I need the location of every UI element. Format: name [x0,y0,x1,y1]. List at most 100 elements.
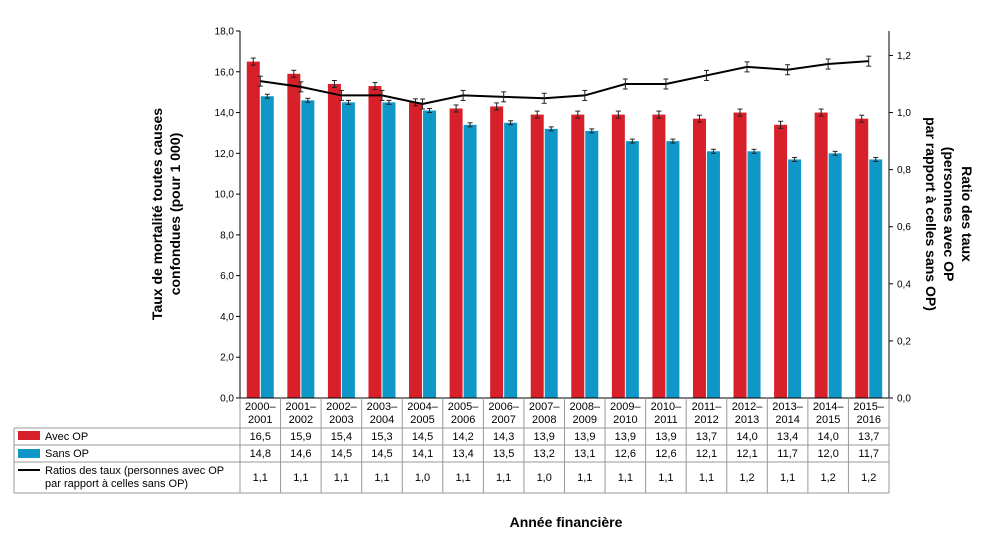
bar-sans-op [869,159,883,398]
x-tick-label: 2016 [856,414,880,426]
table-value: 1,1 [374,472,389,484]
ratio-line [260,60,869,106]
bar-avec-op [246,61,260,398]
legend-swatch-sans-op [18,449,40,458]
x-tick-label: 2010– [651,401,682,413]
x-tick-label: 2013 [735,414,759,426]
bar-avec-op [327,84,341,398]
bar-avec-op [855,118,869,398]
table-value: 13,7 [858,431,879,443]
table-value: 1,2 [821,472,836,484]
y2-axis-title-line: Ratio des taux [959,166,975,262]
bar-avec-op [368,86,382,399]
y2-tick-label: 1,2 [897,51,911,62]
x-tick-label: 2002 [289,414,313,426]
x-tick-label: 2011 [654,414,678,426]
table-value: 1,2 [739,472,754,484]
x-tick-label: 2014 [775,414,799,426]
bar-sans-op [260,96,274,398]
x-tick-label: 2004 [370,414,394,426]
x-tick-label: 2004– [407,401,438,413]
bar-sans-op [423,110,437,399]
y2-axis-title-line: par rapport à celles sans OP) [923,117,939,311]
x-tick-label: 2001 [248,414,272,426]
x-tick-label: 2005 [410,414,434,426]
table-value: 15,3 [371,431,392,443]
x-tick-label: 2012– [732,401,763,413]
legend-label-sans-op: Sans OP [45,448,89,460]
legend-swatch-avec-op [18,431,40,440]
bar-avec-op [287,73,301,399]
table-value: 13,9 [615,431,636,443]
x-tick-label: 2013– [772,401,803,413]
y-tick-label: 0,0 [220,394,234,405]
y-axis-title-line: confondues (pour 1 000) [167,133,183,296]
table-value: 1,0 [537,472,552,484]
y-axis-title-line: Taux de mortalité toutes causes [149,108,165,320]
y-tick-label: 4,0 [220,312,234,323]
table-value: 14,1 [412,448,433,460]
y2-tick-label: 0,6 [897,222,911,233]
table-value: 14,8 [250,448,271,460]
table-value: 14,5 [412,431,433,443]
x-tick-label: 2005– [448,401,479,413]
x-tick-label: 2007– [529,401,560,413]
y2-tick-label: 1,0 [897,108,911,119]
y-axis-left: 0,0 2,0 4,0 6,0 8,0 10,0 12,0 14,0 16,0 18,0 [215,27,241,405]
x-tick-label: 2007 [491,414,515,426]
table-value: 12,1 [736,448,757,460]
y-tick-label: 12,0 [215,149,235,160]
data-table: 2000–2001 2001–2002 2002–2003 2003–2004 2004… [13,397,890,494]
table-value: 1,1 [658,472,673,484]
y-tick-label: 10,0 [215,190,235,201]
table-value: 1,1 [334,472,349,484]
table-value: 14,6 [290,448,311,460]
table-value: 1,1 [780,472,795,484]
x-tick-label: 2003– [367,401,398,413]
x-tick-label: 2011– [692,401,723,413]
table-value: 1,1 [577,472,592,484]
table-value: 1,1 [455,472,470,484]
bar-sans-op [504,122,518,398]
y2-axis-title-line: (personnes avec OP [941,147,957,282]
x-tick-label: 2009– [610,401,641,413]
x-tick-label: 2001– [286,401,317,413]
table-value: 12,0 [817,448,838,460]
table-value: 13,2 [534,448,555,460]
table-value: 12,6 [615,448,636,460]
bar-avec-op [490,106,504,398]
table-value: 1,1 [293,472,308,484]
bar-avec-op [652,114,666,398]
y-tick-label: 6,0 [220,271,234,282]
table-value: 16,5 [250,431,271,443]
table-value: 13,9 [655,431,676,443]
table-value: 14,5 [331,448,352,460]
bar-sans-op [382,102,396,398]
bar-avec-op [692,118,706,398]
legend-label-avec-op: Avec OP [45,431,88,443]
legend-label-ratio: par rapport à celles sans OP) [45,478,188,490]
x-tick-label: 2006– [488,401,519,413]
table-value: 14,0 [817,431,838,443]
bar-sans-op [706,151,720,398]
x-tick-label: 2002– [326,401,357,413]
y-tick-label: 18,0 [215,27,235,38]
bar-avec-op [774,124,788,399]
x-tick-label: 2009 [573,414,597,426]
plot-area [246,55,883,399]
table-value: 11,7 [858,448,879,460]
y-tick-label: 14,0 [215,108,235,119]
x-tick-label: 2006 [451,414,475,426]
x-tick-label: 2015– [853,401,884,413]
table-value: 13,4 [452,448,473,460]
table-value: 1,2 [861,472,876,484]
bar-sans-op [747,151,761,398]
bar-avec-op [530,114,544,398]
legend-label-ratio: Ratios des taux (personnes avec OP [45,465,224,477]
table-value: 1,1 [253,472,268,484]
bar-sans-op [585,130,599,398]
y2-tick-label: 0,8 [897,165,911,176]
table-value: 1,0 [415,472,430,484]
x-tick-label: 2008 [532,414,556,426]
